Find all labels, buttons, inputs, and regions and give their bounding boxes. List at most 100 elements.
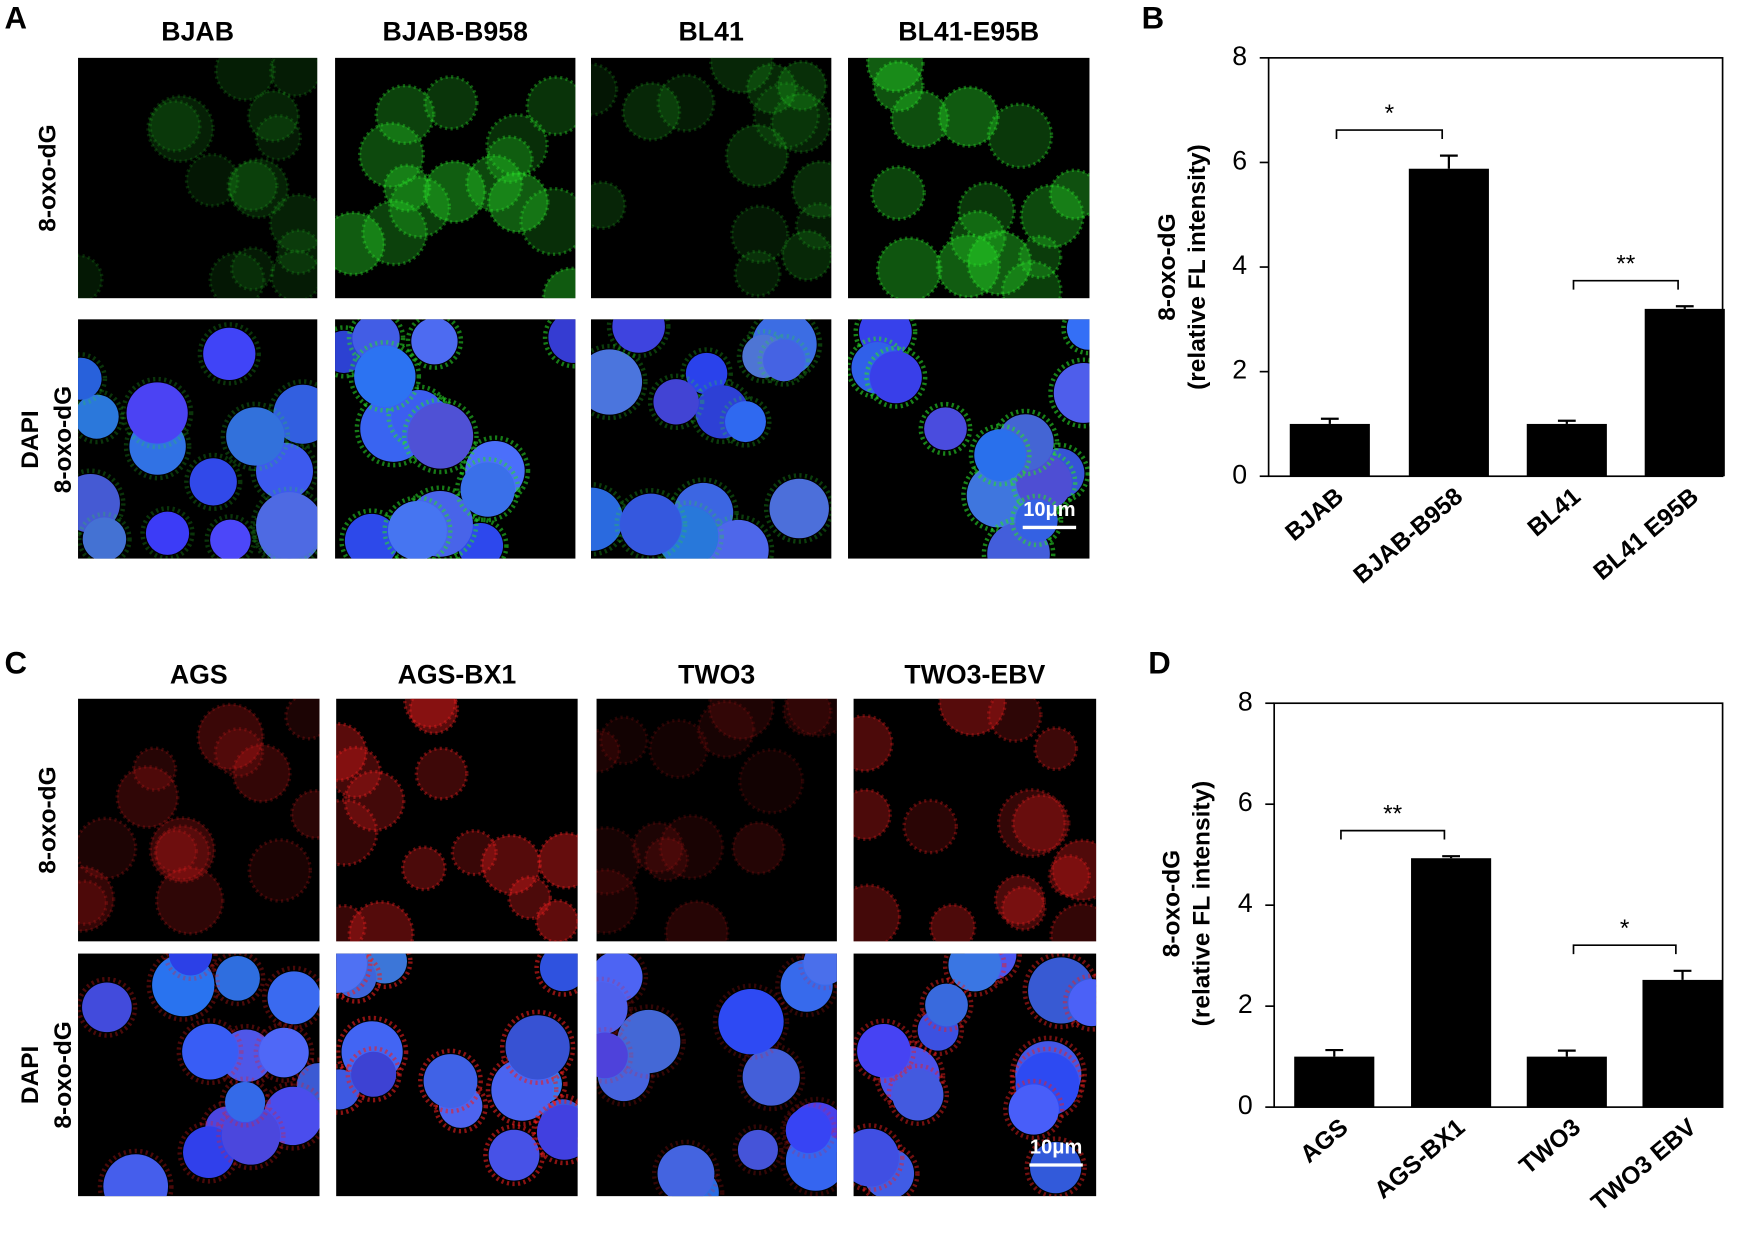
cells <box>853 953 1097 1197</box>
cell-halo <box>220 401 291 472</box>
cell-signal <box>148 816 217 884</box>
cell-halo <box>1003 1078 1065 1141</box>
cell-halo <box>702 514 775 559</box>
cell-halo <box>732 1124 784 1176</box>
cell-halo <box>719 395 772 448</box>
row-label: DAPI <box>17 410 44 468</box>
cell-signal <box>780 229 832 282</box>
cells <box>335 319 576 559</box>
cell-signal <box>414 746 469 801</box>
cells <box>78 322 318 559</box>
row-label: 8-oxo-dG <box>50 1021 77 1128</box>
image-background <box>78 698 320 942</box>
row-label: 8-oxo-dG <box>35 766 62 873</box>
cell-nucleus <box>145 511 190 555</box>
cell-signal <box>853 788 892 841</box>
cell-signal <box>770 92 832 154</box>
cell-halo <box>405 319 464 370</box>
cell-halo <box>120 376 194 450</box>
error-bar <box>1675 305 1694 309</box>
cell-signal <box>336 904 367 942</box>
micrograph <box>78 953 320 1197</box>
cell-signal <box>268 57 318 98</box>
cell-halo <box>78 511 132 559</box>
x-tick-label: AGS-BX1 <box>1370 1114 1471 1205</box>
cell-signal <box>78 865 116 933</box>
cell-signal <box>254 113 303 162</box>
cell-signal <box>986 102 1054 170</box>
cell-halo <box>78 976 138 1038</box>
cell-nucleus <box>742 1048 800 1106</box>
cell-halo <box>712 983 790 1060</box>
cell-halo <box>611 1004 686 1079</box>
cell-signal <box>115 765 180 830</box>
micrograph <box>336 698 578 942</box>
micrograph <box>596 698 837 942</box>
cell-nucleus <box>769 478 829 539</box>
column-title: TWO3 <box>678 660 755 690</box>
x-tick-label: BJAB-B958 <box>1349 483 1468 589</box>
cell-halo <box>1022 953 1097 1030</box>
cell-signal <box>284 698 320 741</box>
micrograph <box>848 57 1090 299</box>
cell-signal <box>519 187 576 256</box>
error-bar <box>1320 417 1339 424</box>
micrograph <box>78 57 318 299</box>
column-title: AGS <box>170 660 228 690</box>
cell-nucleus <box>182 1023 238 1080</box>
cell-signal <box>230 246 275 292</box>
y-tick-label: 2 <box>1232 355 1247 385</box>
cell-signal <box>590 180 627 230</box>
cell-nucleus <box>853 1128 899 1187</box>
cell-nucleus <box>354 345 416 408</box>
error-bar <box>1673 969 1692 980</box>
scale-bar-label: 10μm <box>1023 499 1075 521</box>
cell-signal <box>131 746 178 792</box>
cell-nucleus <box>590 487 624 551</box>
x-tick-label: BL41 <box>1523 483 1586 542</box>
y-tick-label: 2 <box>1238 989 1253 1019</box>
cell-signal <box>621 81 682 142</box>
micrograph <box>590 57 832 299</box>
column-title: BJAB-B958 <box>383 16 529 46</box>
cell-signal <box>153 828 199 874</box>
cell-signal <box>275 228 318 276</box>
cell-nucleus <box>126 382 188 444</box>
cell-halo <box>531 1099 578 1166</box>
y-axis-title: 8-oxo-dG <box>1154 213 1181 320</box>
cell-signal <box>1000 260 1063 299</box>
cell-nucleus <box>1068 979 1097 1027</box>
cell-signal <box>525 75 576 137</box>
error-bar <box>1442 855 1460 859</box>
cell-halo <box>346 319 406 368</box>
y-axis-title: (relative FL intensity) <box>1188 781 1215 1027</box>
image-background <box>335 57 576 299</box>
cell-signal <box>664 899 730 942</box>
cell-nucleus <box>596 1032 628 1079</box>
bar <box>1411 858 1492 1108</box>
cell-nucleus <box>785 1107 832 1154</box>
cells <box>336 953 578 1187</box>
scale-bar-label: 10μm <box>1030 1137 1082 1159</box>
cell-halo <box>542 319 576 369</box>
cells <box>590 319 832 559</box>
cell-signal <box>247 838 313 903</box>
cell-nucleus <box>1015 499 1058 542</box>
cell-halo <box>176 1018 244 1086</box>
cell-nucleus <box>226 407 285 466</box>
cell-halo <box>485 1053 559 1127</box>
cell-signal <box>347 900 415 942</box>
significance-bracket <box>1572 279 1679 290</box>
cell-halo <box>146 953 220 1022</box>
cells <box>596 698 837 942</box>
cell-nucleus <box>189 458 237 506</box>
cell-halo <box>614 488 688 559</box>
image-background <box>596 698 837 942</box>
y-tick-label: 6 <box>1238 787 1253 817</box>
cell-signal <box>196 702 265 771</box>
cell-signal <box>738 748 805 815</box>
cells <box>865 57 1090 299</box>
cell-signal <box>853 714 894 773</box>
y-tick-label: 8 <box>1232 41 1247 71</box>
y-tick-label: 6 <box>1232 145 1247 175</box>
